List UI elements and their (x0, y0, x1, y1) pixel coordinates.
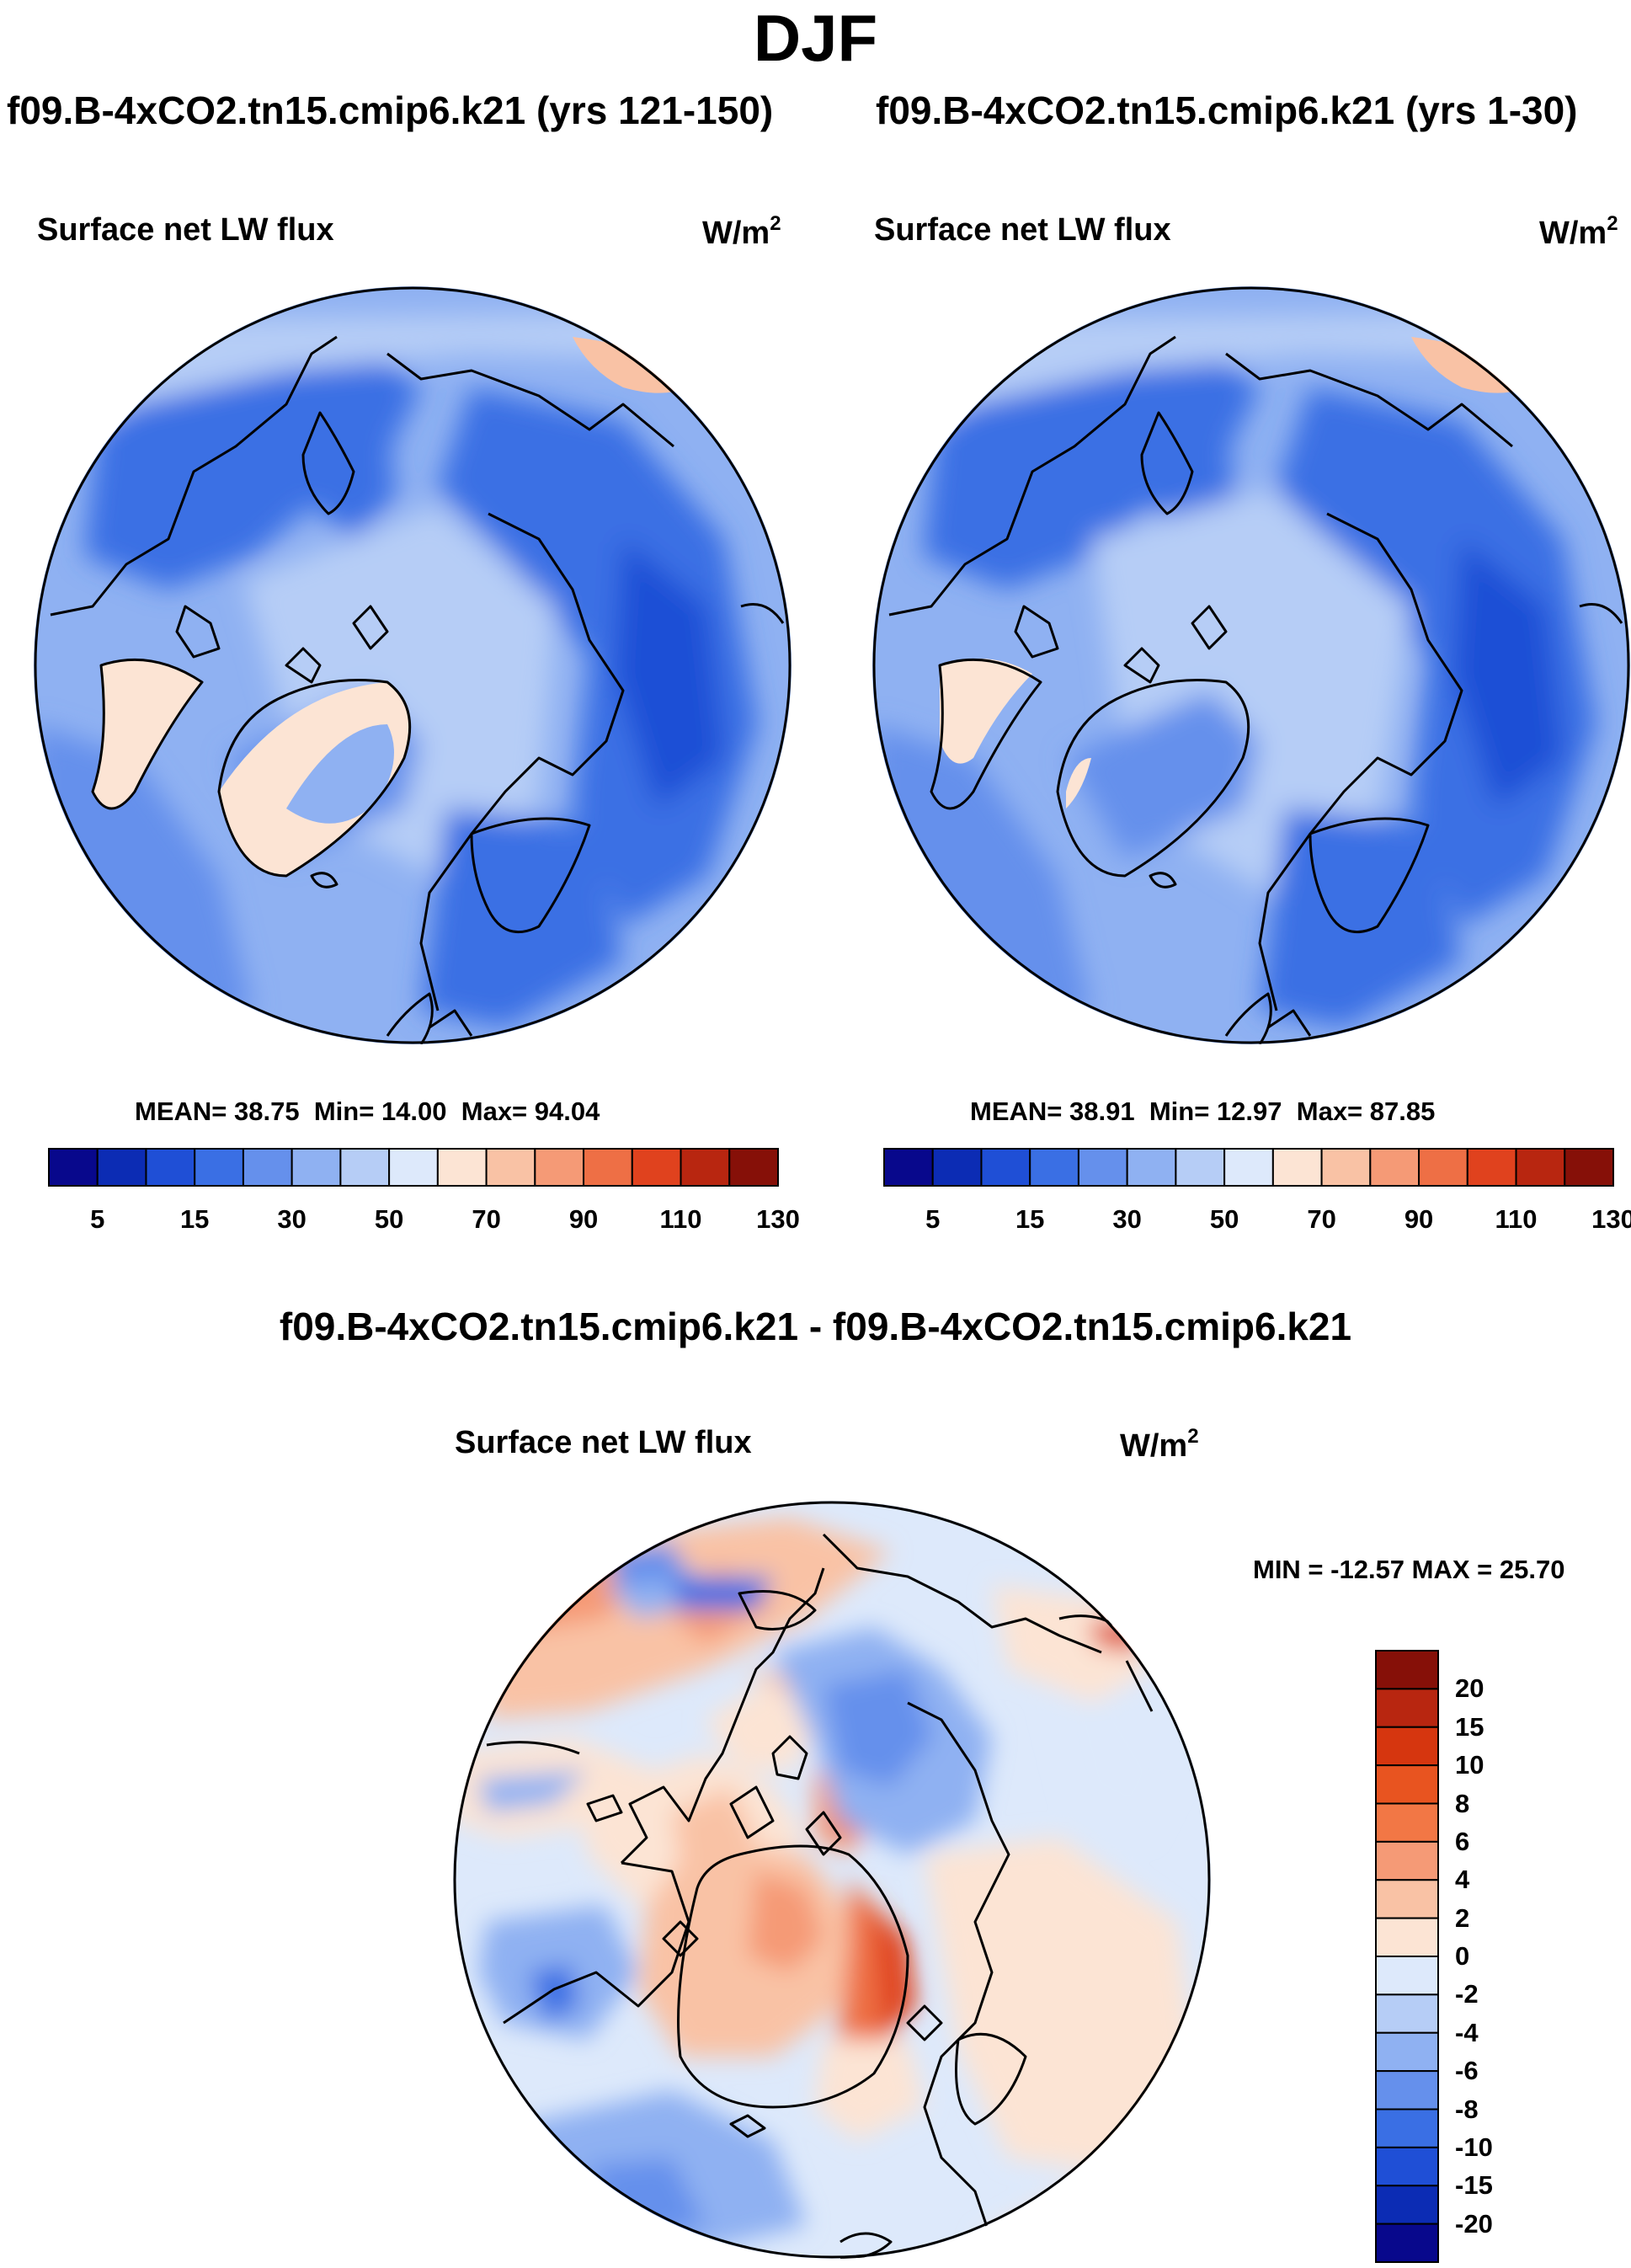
panel-1-polar-map (34, 286, 792, 1044)
panel-1-units-label: W/m2 (702, 212, 781, 251)
colorbar-tick-label: -2 (1455, 1979, 1479, 2009)
colorbar-swatch (339, 1148, 391, 1187)
colorbar-swatch (1375, 2031, 1439, 2073)
colorbar-swatch (883, 1148, 934, 1187)
colorbar-swatch (631, 1148, 682, 1187)
colorbar-swatch (1175, 1148, 1226, 1187)
colorbar-swatch (145, 1148, 196, 1187)
colorbar-swatch (1369, 1148, 1420, 1187)
colorbar-swatch (680, 1148, 731, 1187)
colorbar-tick-label: 10 (1455, 1750, 1484, 1780)
diff-variable-label: Surface net LW flux (455, 1425, 752, 1460)
colorbar-swatch (1375, 2146, 1439, 2187)
colorbar-swatch (1375, 2185, 1439, 2225)
colorbar-swatch (1375, 2108, 1439, 2148)
panel-2-stats: MEAN= 38.91 Min= 12.97 Max= 87.85 (970, 1097, 1436, 1126)
panel-2-polar-map (872, 286, 1630, 1044)
colorbar-swatch (388, 1148, 439, 1187)
colorbar-tick-label: 90 (568, 1204, 599, 1234)
colorbar-swatch (1375, 1726, 1439, 1767)
colorbar-tick-label: 6 (1455, 1826, 1470, 1856)
colorbar-tick-label: -4 (1455, 2017, 1479, 2047)
diff-title: f09.B-4xCO2.tn15.cmip6.k21 - f09.B-4xCO2… (279, 1305, 1352, 1348)
panel-2-units-label: W/m2 (1539, 212, 1618, 251)
colorbar-swatch (1029, 1148, 1079, 1187)
colorbar-tick-label: 50 (1209, 1204, 1239, 1234)
colorbar-tick-label: -8 (1455, 2094, 1479, 2124)
colorbar-swatch (728, 1148, 779, 1187)
panel-1-run-title: f09.B-4xCO2.tn15.cmip6.k21 (yrs 121-150) (7, 88, 774, 132)
colorbar-swatch (48, 1148, 99, 1187)
colorbar-swatch (1466, 1148, 1517, 1187)
colorbar-tick-label: 5 (925, 1204, 941, 1234)
colorbar-tick-label: 110 (659, 1204, 702, 1234)
colorbar-swatch (1375, 1993, 1439, 2034)
colorbar-tick-label: 30 (1112, 1204, 1142, 1234)
panel-2-colorbar (883, 1148, 1614, 1187)
colorbar-tick-label: 15 (179, 1204, 210, 1234)
colorbar-tick-label: 90 (1404, 1204, 1434, 1234)
colorbar-swatch (1515, 1148, 1566, 1187)
colorbar-tick-label: 70 (472, 1204, 501, 1234)
colorbar-swatch (1223, 1148, 1274, 1187)
colorbar-swatch (1077, 1148, 1128, 1187)
colorbar-swatch (1126, 1148, 1177, 1187)
colorbar-tick-label: -10 (1455, 2132, 1493, 2162)
colorbar-swatch (534, 1148, 585, 1187)
colorbar-swatch (1375, 1917, 1439, 1957)
colorbar-swatch (96, 1148, 147, 1187)
colorbar-swatch (1564, 1148, 1614, 1187)
colorbar-swatch (1375, 1802, 1439, 1843)
main-title: DJF (753, 1, 878, 75)
colorbar-tick-label: -20 (1455, 2208, 1493, 2239)
colorbar-swatch (1375, 1879, 1439, 1919)
colorbar-swatch (242, 1148, 293, 1187)
colorbar-tick-label: 20 (1455, 1673, 1484, 1704)
panel-1-stats: MEAN= 38.75 Min= 14.00 Max= 94.04 (135, 1097, 600, 1126)
diff-units-label: W/m2 (1120, 1425, 1199, 1464)
colorbar-swatch (1375, 1764, 1439, 1805)
diff-minmax: MIN = -12.57 MAX = 25.70 (1253, 1555, 1565, 1584)
colorbar-swatch (583, 1148, 633, 1187)
colorbar-tick-label: 0 (1455, 1941, 1470, 1971)
colorbar-tick-label: 130 (1591, 1204, 1631, 1234)
colorbar-swatch (1271, 1148, 1323, 1187)
colorbar-swatch (194, 1148, 244, 1187)
colorbar-tick-label: 70 (1307, 1204, 1336, 1234)
colorbar-tick-label: -15 (1455, 2170, 1493, 2201)
colorbar-swatch (980, 1148, 1031, 1187)
colorbar-swatch (931, 1148, 983, 1187)
colorbar-tick-label: 15 (1015, 1204, 1045, 1234)
colorbar-tick-label: 110 (1495, 1204, 1538, 1234)
colorbar-tick-label: 2 (1455, 1902, 1470, 1933)
colorbar-tick-label: 50 (374, 1204, 404, 1234)
colorbar-tick-label: -6 (1455, 2056, 1479, 2086)
colorbar-swatch (1375, 2070, 1439, 2111)
colorbar-swatch (485, 1148, 536, 1187)
colorbar-swatch (1418, 1148, 1468, 1187)
colorbar-tick-label: 30 (277, 1204, 306, 1234)
panel-1-colorbar (48, 1148, 779, 1187)
diff-polar-map (453, 1501, 1211, 2259)
colorbar-tick-label: 5 (90, 1204, 105, 1234)
colorbar-swatch (436, 1148, 488, 1187)
colorbar-swatch (1375, 1840, 1439, 1881)
colorbar-tick-label: 4 (1455, 1865, 1470, 1895)
colorbar-swatch (1320, 1148, 1372, 1187)
colorbar-swatch (1375, 1956, 1439, 1996)
panel-1-variable-label: Surface net LW flux (37, 212, 334, 248)
colorbar-tick-label: 130 (756, 1204, 800, 1234)
panel-2-run-title: f09.B-4xCO2.tn15.cmip6.k21 (yrs 1-30) (876, 88, 1578, 132)
colorbar-tick-label: 15 (1455, 1711, 1484, 1742)
panel-2-variable-label: Surface net LW flux (874, 212, 1171, 248)
colorbar-swatch (1375, 2223, 1439, 2263)
colorbar-swatch (1375, 1688, 1439, 1728)
colorbar-swatch (290, 1148, 342, 1187)
colorbar-tick-label: 8 (1455, 1788, 1470, 1818)
colorbar-swatch (1375, 1650, 1439, 1690)
diff-colorbar (1375, 1650, 1439, 2263)
